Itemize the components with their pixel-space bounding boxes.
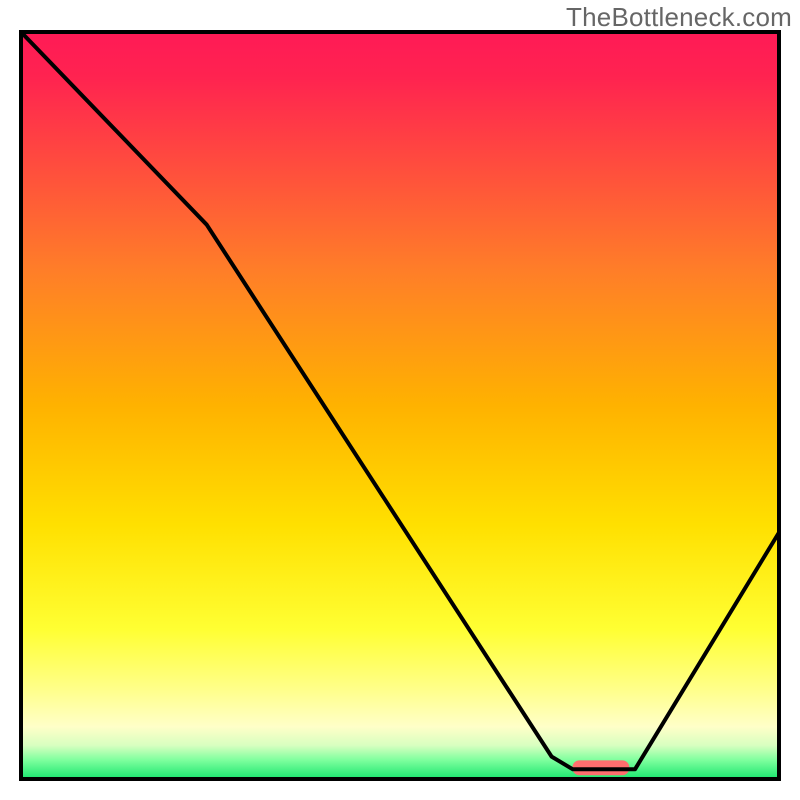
- chart-container: TheBottleneck.com: [0, 0, 800, 800]
- watermark-text: TheBottleneck.com: [566, 2, 792, 33]
- bottleneck-gradient-chart: [0, 0, 800, 800]
- gradient-background: [21, 32, 779, 779]
